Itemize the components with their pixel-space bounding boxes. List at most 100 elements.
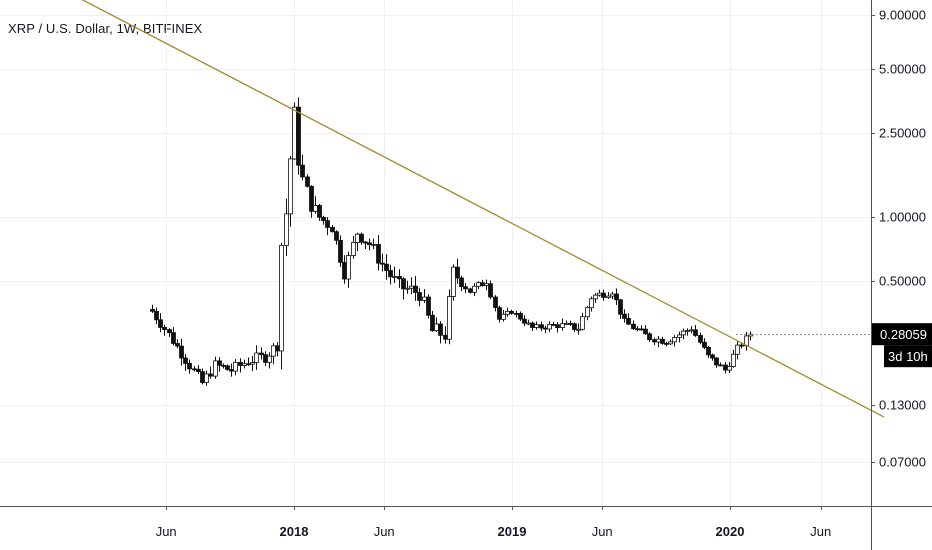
candle-body (242, 363, 247, 366)
candle-body (551, 323, 556, 326)
candle-body (213, 360, 218, 377)
candle-body (154, 310, 159, 321)
candle-body (305, 176, 310, 187)
candle-body (672, 337, 677, 343)
candle-body (702, 341, 707, 348)
x-tick-label: 2019 (498, 524, 527, 539)
trendline (81, 0, 885, 418)
candle-body (681, 330, 686, 336)
candle-body (660, 338, 665, 344)
candle-body (426, 296, 431, 316)
candle-body (606, 295, 611, 298)
candle-body (430, 314, 435, 332)
candle-body (626, 317, 631, 325)
candle-body (313, 205, 318, 212)
candle-body (309, 185, 314, 212)
candle-body (468, 288, 473, 293)
candle-body (463, 286, 468, 290)
candle-body (342, 262, 347, 280)
candle-body (346, 255, 351, 280)
candle-body (384, 263, 389, 271)
x-tick-label: Jun (156, 524, 177, 539)
x-tick-label: 2018 (280, 524, 309, 539)
candle-body (501, 313, 506, 320)
candle-body (488, 283, 493, 298)
candle-body (497, 307, 502, 320)
candle-body (539, 324, 544, 329)
candle-body (723, 364, 728, 371)
candle-body (376, 243, 381, 264)
candle-body (547, 323, 552, 330)
candle-body (271, 345, 276, 357)
candle-body (710, 354, 715, 359)
candle-body (618, 299, 623, 315)
candle-body (739, 344, 744, 347)
candle-body (401, 278, 406, 290)
candle-body (731, 353, 736, 367)
candle-body (363, 241, 368, 244)
candle-body (622, 313, 627, 319)
candle-body (522, 318, 527, 324)
candle-body (748, 333, 753, 337)
candle-body (530, 322, 535, 328)
candle-body (543, 327, 548, 330)
candle-body (685, 330, 690, 332)
candle-body (459, 277, 464, 288)
candle-body (246, 363, 251, 366)
candle-body (472, 285, 477, 293)
candle-body (476, 282, 481, 287)
countdown-badge (884, 345, 932, 368)
last-price-badge (872, 323, 932, 346)
candle-body (647, 333, 652, 341)
candle-body (639, 328, 644, 331)
candle-body (388, 270, 393, 278)
candle-body (631, 323, 636, 330)
candle-body (171, 332, 176, 344)
candle-body (727, 366, 732, 371)
candle-body (643, 328, 648, 335)
candle-body (480, 282, 485, 286)
candle-body (693, 329, 698, 336)
candle-body (668, 341, 673, 345)
candle-body (455, 266, 460, 279)
y-tick-label: 2.50000 (879, 125, 926, 140)
candle-body (397, 276, 402, 280)
y-tick-label: 0.07000 (879, 454, 926, 469)
candle-body (208, 373, 213, 377)
candle-body (689, 329, 694, 332)
candle-body (518, 313, 523, 320)
axis-labels: 9.00000 5.00000 2.50000 1.00000 0.50000 0.130… (156, 7, 932, 539)
candle-body (451, 266, 456, 297)
y-tick-label: 5.00000 (879, 62, 926, 77)
y-tick-label: 1.00000 (879, 210, 926, 225)
candle-body (229, 369, 234, 372)
candle-body (405, 287, 410, 290)
candle-body (580, 316, 585, 330)
candle-body (718, 364, 723, 367)
candle-body (204, 373, 209, 383)
x-tick-label: Jun (374, 524, 395, 539)
candle-body (735, 344, 740, 355)
candle-body (279, 244, 284, 352)
candle-body (443, 334, 448, 340)
candles (150, 97, 753, 386)
candle-body (183, 357, 188, 364)
candle-body (493, 296, 498, 308)
candle-body (422, 296, 427, 301)
candle-body (187, 363, 192, 370)
candle-body (288, 158, 293, 215)
candle-body (150, 309, 155, 312)
candle-body (593, 294, 598, 300)
candle-body (505, 310, 510, 315)
candle-body (656, 338, 661, 343)
candle-body (355, 233, 360, 243)
candle-body (409, 285, 414, 289)
candle-body (560, 323, 565, 329)
candle-body (259, 352, 264, 356)
candle-body (434, 323, 439, 332)
candle-body (698, 335, 703, 343)
candle-body (514, 313, 519, 315)
